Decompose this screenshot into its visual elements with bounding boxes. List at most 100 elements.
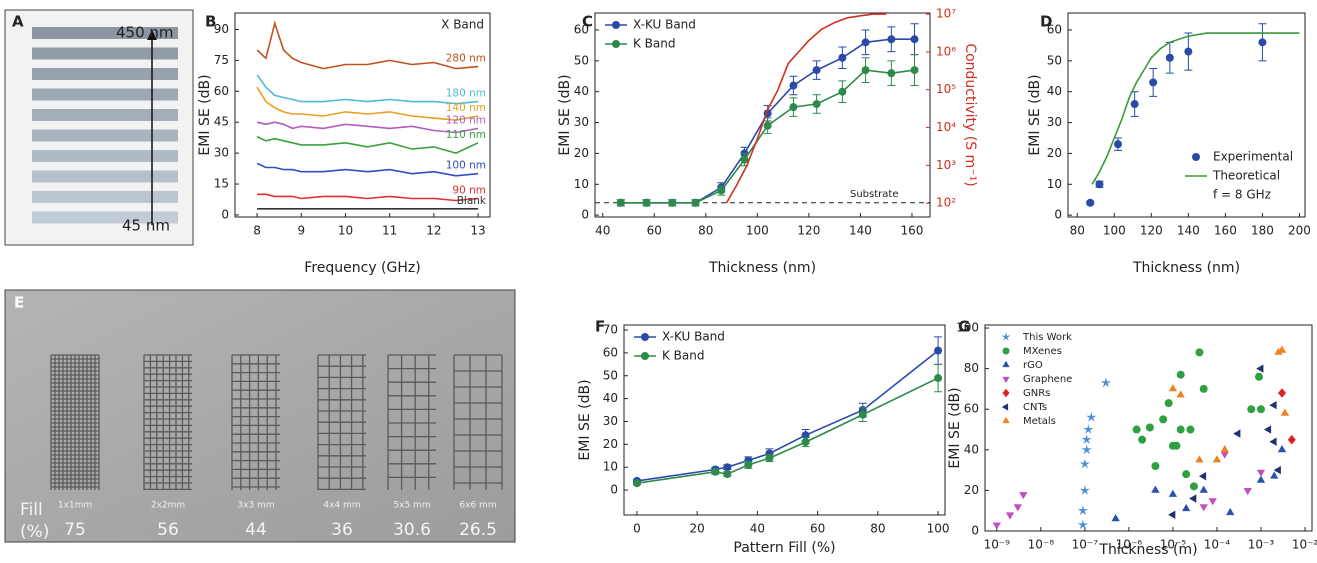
marker bbox=[1208, 498, 1217, 506]
series-line bbox=[636, 377, 939, 484]
panel-label: B bbox=[205, 13, 216, 31]
marker bbox=[861, 66, 870, 75]
marker bbox=[1176, 370, 1185, 379]
marker bbox=[763, 121, 772, 130]
marker bbox=[1138, 435, 1147, 444]
x-tick-label: 10⁻³ bbox=[1248, 538, 1275, 552]
legend-marker bbox=[612, 21, 620, 29]
y-axis-title: EMI SE (dB) bbox=[947, 387, 963, 468]
charts: B 8 9 10 11 12 13 0 15 30 45 60 75 90 Frequency (GHz) E… bbox=[197, 7, 1317, 558]
fill-value: 44 bbox=[245, 520, 267, 540]
x-tick-label: 180 bbox=[1251, 224, 1274, 238]
marker bbox=[1079, 458, 1090, 469]
series-label: 110 nm bbox=[446, 129, 486, 141]
marker bbox=[887, 35, 896, 44]
legend-label: X-KU Band bbox=[662, 330, 725, 344]
fill-value: 56 bbox=[157, 520, 179, 540]
pattern-label: 6x6 mm bbox=[459, 501, 496, 511]
marker bbox=[1184, 47, 1193, 56]
y-tick-label: 50 bbox=[574, 53, 589, 67]
marker bbox=[1151, 485, 1160, 493]
series-label: 180 nm bbox=[446, 88, 486, 100]
x-tick-label: 10 bbox=[338, 224, 353, 238]
chart-line: B 8 9 10 11 12 13 0 15 30 45 60 75 90 Frequency (GHz) E… bbox=[197, 12, 491, 276]
y-tick-label: 40 bbox=[964, 442, 979, 456]
y-tick-label: 60 bbox=[964, 402, 979, 416]
plot-frame bbox=[623, 324, 946, 516]
legend-marker bbox=[1002, 388, 1010, 398]
marker bbox=[934, 374, 943, 383]
marker bbox=[691, 198, 700, 207]
series-line bbox=[620, 69, 915, 204]
marker bbox=[1164, 399, 1173, 408]
y-axis-title: EMI SE (dB) bbox=[1027, 74, 1043, 155]
legend-label: GNRs bbox=[1023, 388, 1050, 399]
panel-e: 1x1mm 75 2x2mm 56 3x3 mm 44 4x4 mm 36 5x5 mm 30.6… bbox=[4, 289, 516, 543]
marker bbox=[1086, 198, 1095, 207]
y-tick-label: 10 bbox=[603, 460, 618, 474]
x-tick-label: 8 bbox=[253, 224, 261, 238]
marker bbox=[1149, 78, 1158, 87]
legend-marker bbox=[1001, 403, 1009, 411]
series-line bbox=[256, 86, 479, 122]
y-tick-label: 50 bbox=[1047, 53, 1062, 67]
x-tick-label: 100 bbox=[746, 224, 769, 238]
marker bbox=[1277, 445, 1287, 453]
x-tick-label: 10⁻⁸ bbox=[1028, 538, 1055, 552]
marker bbox=[1151, 462, 1160, 471]
reference-label: Substrate bbox=[850, 189, 898, 200]
marker bbox=[838, 87, 847, 96]
arrow-head bbox=[147, 30, 157, 40]
legend-label: Metals bbox=[1023, 416, 1056, 427]
y2-tick-label: 10² bbox=[936, 196, 956, 210]
marker bbox=[812, 66, 821, 75]
marker bbox=[1243, 488, 1252, 496]
strip bbox=[32, 68, 178, 80]
marker bbox=[1132, 425, 1141, 434]
x-tick-label: 9 bbox=[297, 224, 305, 238]
y-tick-label: 30 bbox=[214, 146, 229, 160]
y-tick-label: 15 bbox=[214, 177, 229, 191]
marker bbox=[1168, 510, 1176, 519]
y-tick-label: 40 bbox=[1047, 84, 1062, 98]
marker bbox=[1182, 503, 1191, 512]
marker bbox=[1077, 519, 1088, 530]
marker bbox=[1212, 455, 1222, 463]
marker bbox=[616, 198, 625, 207]
marker bbox=[765, 454, 774, 463]
x-tick-label: 120 bbox=[797, 224, 820, 238]
legend-label: K Band bbox=[633, 37, 676, 51]
marker bbox=[1130, 100, 1139, 109]
panel-label: C bbox=[582, 13, 593, 31]
panel-label: E bbox=[14, 294, 24, 312]
series-line bbox=[256, 135, 479, 154]
y2-tick-label: 10⁴ bbox=[936, 120, 956, 134]
marker bbox=[1111, 514, 1120, 522]
x-tick-label: 12 bbox=[426, 224, 441, 238]
x-axis-title: Pattern Fill (%) bbox=[733, 540, 835, 556]
x-tick-label: 60 bbox=[810, 522, 825, 536]
chart-scatter: G 10⁻⁹ 10⁻⁸ 10⁻⁷ 10⁻⁶ 10⁻⁵ 10⁻⁴ 10⁻³ 10⁻² 0 20 40 60… bbox=[947, 318, 1317, 559]
x-tick-label: 80 bbox=[870, 522, 885, 536]
chart-scatter: D 80 100 120 140 160 180 200 0 10 20 30 40 50 60 Thickn… bbox=[1027, 12, 1311, 276]
marker bbox=[1081, 444, 1092, 455]
x-tick-label: 160 bbox=[1214, 224, 1237, 238]
marker bbox=[711, 467, 720, 476]
mesh bbox=[387, 354, 436, 490]
marker bbox=[717, 186, 726, 195]
fill-value: 30.6 bbox=[393, 520, 431, 540]
marker bbox=[789, 103, 798, 112]
photo-frame bbox=[4, 9, 194, 246]
marker bbox=[1278, 388, 1286, 398]
legend-marker bbox=[612, 40, 620, 48]
panel-label: F bbox=[595, 318, 605, 336]
panel-label: D bbox=[1040, 13, 1052, 31]
y-tick-label: 90 bbox=[214, 22, 229, 36]
marker bbox=[668, 198, 677, 207]
y-tick-label: 0 bbox=[1054, 208, 1062, 222]
marker bbox=[1145, 423, 1154, 432]
series-line bbox=[256, 20, 479, 70]
marker bbox=[910, 35, 919, 44]
fill-value: 75 bbox=[64, 520, 86, 540]
marker bbox=[1256, 469, 1266, 477]
